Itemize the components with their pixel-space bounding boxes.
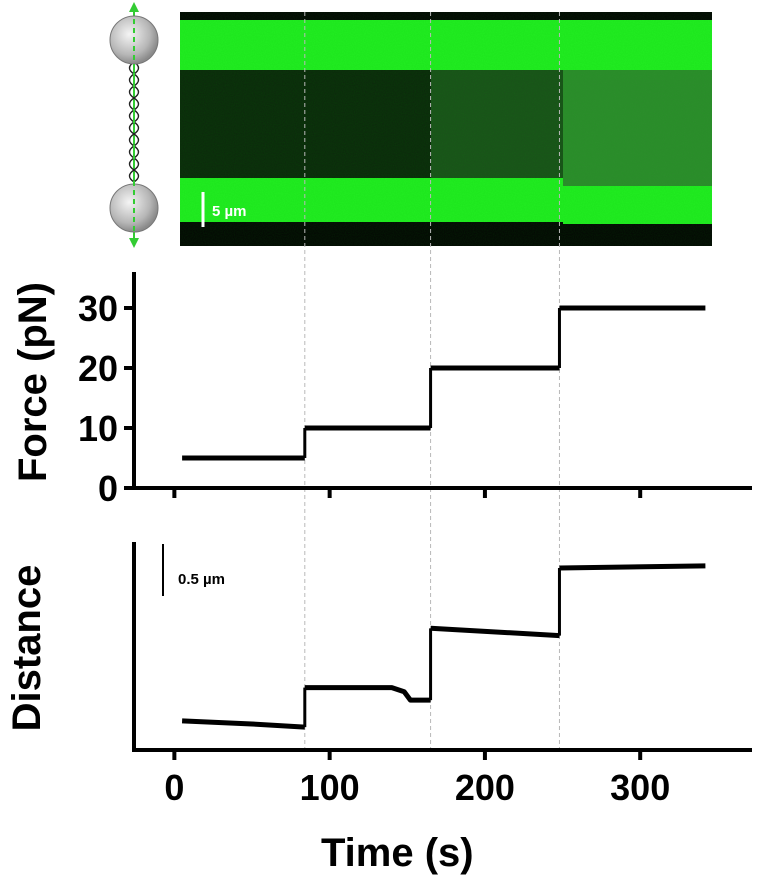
event-lines <box>304 12 560 750</box>
distance-x-tick-label: 0 <box>164 767 184 808</box>
kymo-scale-label: 5 µm <box>212 203 247 220</box>
tether-schematic <box>109 2 159 248</box>
distance-y-label: Distance <box>5 565 49 732</box>
force-y-tick-label: 10 <box>78 408 118 449</box>
distance-segment <box>559 563 706 571</box>
force-y-label: Force (pN) <box>11 282 55 482</box>
distance-x-tick-label: 100 <box>300 767 360 808</box>
force-y-tick-label: 20 <box>78 348 118 389</box>
distance-x-tick-label: 200 <box>455 767 515 808</box>
kymograph-noise <box>180 12 712 246</box>
distance-scale-label: 0.5 µm <box>178 571 225 588</box>
force-x-ticks <box>172 488 643 498</box>
force-y-tick-label: 30 <box>78 288 118 329</box>
kymograph: 5 µm <box>180 12 712 246</box>
distance-segment <box>181 718 305 730</box>
distance-segment <box>304 685 431 703</box>
distance-panel: 0 100 200 300 0.5 µm Distance Time (s) <box>5 542 752 875</box>
distance-x-label: Time (s) <box>321 831 474 875</box>
force-y-tick-label: 0 <box>98 468 118 509</box>
distance-trace <box>181 563 706 730</box>
arrow-down-icon <box>129 238 139 248</box>
force-y-ticks: 0 10 20 30 <box>78 288 134 509</box>
arrow-up-icon <box>129 2 139 12</box>
force-panel: 0 10 20 30 Force (pN) <box>11 272 752 509</box>
force-trace <box>182 305 706 461</box>
distance-segment <box>430 625 560 639</box>
distance-x-tick-label: 300 <box>610 767 670 808</box>
distance-x-ticks: 0 100 200 300 <box>164 750 670 808</box>
